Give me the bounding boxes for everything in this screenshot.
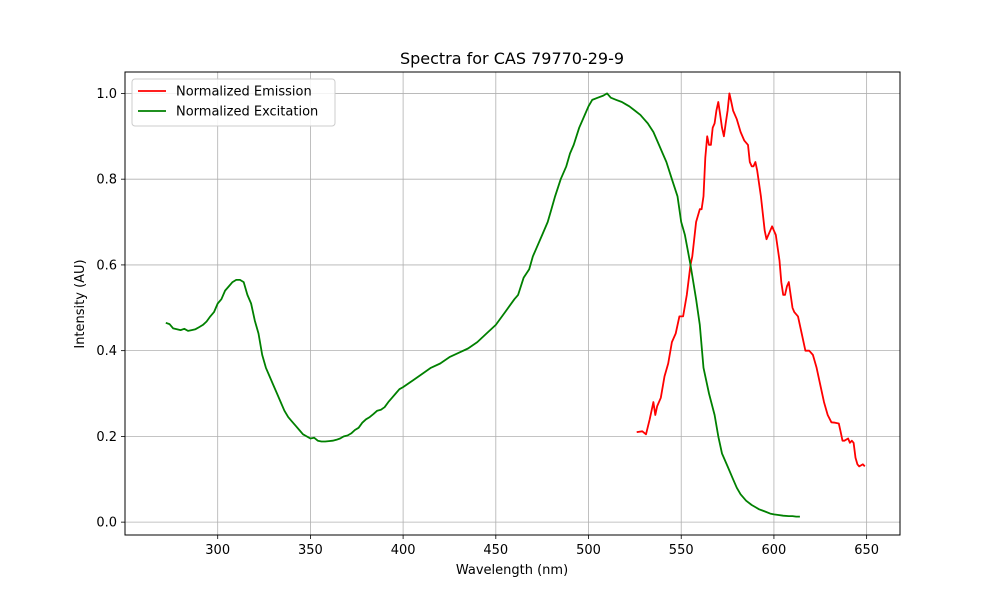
y-axis-label: Intensity (AU)	[73, 259, 88, 348]
y-tick-label: 0.8	[96, 173, 117, 188]
x-tick-label: 650	[854, 543, 879, 558]
x-tick-label: 350	[298, 543, 323, 558]
legend: Normalized Emission Normalized Excitation	[131, 78, 336, 127]
x-tick-label: 550	[669, 543, 694, 558]
normalized-emission-line	[636, 92, 866, 468]
legend-label-normalized-emission: Normalized Emission	[176, 85, 312, 100]
plot-frame	[124, 71, 901, 536]
y-tick-label: 0.0	[96, 516, 117, 531]
x-axis-label: Wavelength (nm)	[456, 563, 568, 578]
x-tick-label: 600	[762, 543, 787, 558]
series-layer	[165, 92, 866, 518]
legend-box	[131, 78, 336, 127]
grid-layer	[125, 72, 900, 535]
y-tick-label: 1.0	[96, 87, 117, 102]
tick-layer: 300 350 400 450 500 550 600 650 0.0 0.2 0.4 0.6 0.8 1…	[96, 87, 879, 558]
x-tick-label: 300	[205, 543, 230, 558]
y-tick-label: 0.6	[96, 258, 117, 273]
chart-title: Spectra for CAS 79770-29-9	[400, 49, 624, 68]
y-tick-label: 0.2	[96, 430, 117, 445]
x-tick-label: 400	[391, 543, 416, 558]
normalized-excitation-line	[165, 92, 800, 518]
legend-label-normalized-excitation: Normalized Excitation	[176, 105, 318, 120]
x-tick-label: 500	[576, 543, 601, 558]
y-tick-label: 0.4	[96, 344, 117, 359]
x-tick-label: 450	[483, 543, 508, 558]
